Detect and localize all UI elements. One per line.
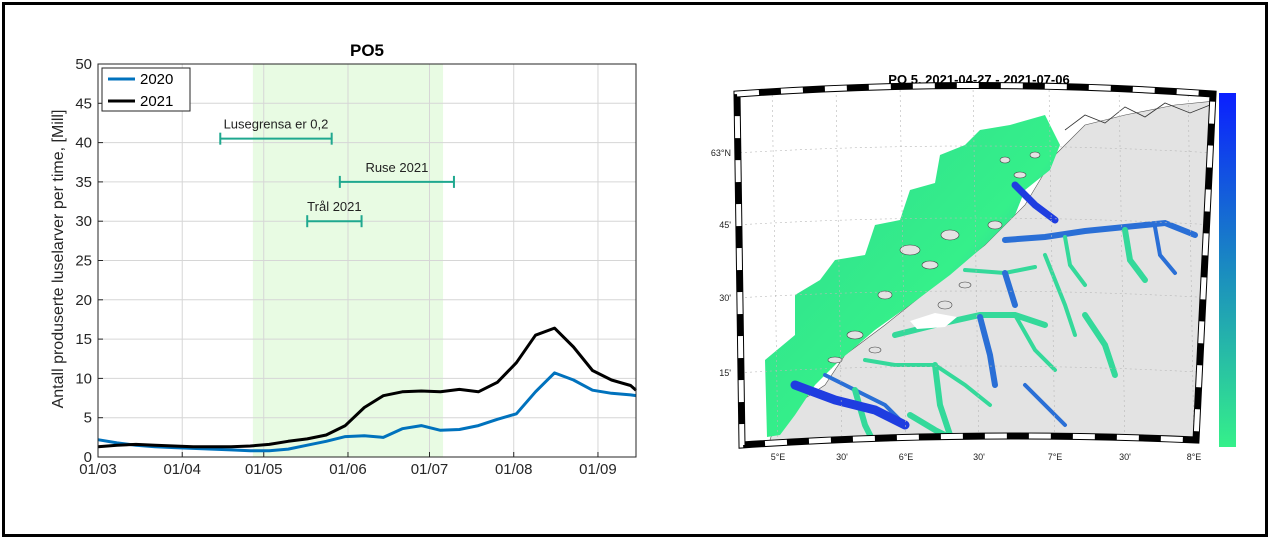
longitude-label: 30' <box>836 452 848 462</box>
y-tick-label: 20 <box>75 292 92 309</box>
interval-label: Lusegrensa er 0,2 <box>224 117 329 132</box>
longitude-label: 8°E <box>1187 452 1202 462</box>
longitude-labels: 5°E 30' 6°E 30' 7°E 30' 8°E <box>771 452 1202 462</box>
chart-title: PO5 <box>350 41 384 60</box>
figure-frame: PO5 Antall produserte luselarver per tim… <box>2 2 1268 537</box>
y-tick-label: 45 <box>75 95 92 112</box>
island <box>1030 152 1040 158</box>
heatmap-map-po5: PO 5, 2021-04-27 - 2021-07-06 5°E 30' 6°E 3… <box>711 72 1236 462</box>
island <box>1014 172 1026 178</box>
island <box>828 357 842 363</box>
x-tick-label: 01/06 <box>329 461 367 478</box>
island <box>869 347 881 353</box>
x-tick-label: 01/08 <box>495 461 533 478</box>
x-tick-label: 01/09 <box>579 461 617 478</box>
longitude-label: 7°E <box>1048 452 1063 462</box>
map-area <box>725 75 1225 455</box>
latitude-label: 45' <box>719 220 731 230</box>
line-chart-po5: PO5 Antall produserte luselarver per tim… <box>50 41 636 478</box>
y-tick-label: 40 <box>75 135 92 152</box>
x-tick-label: 01/07 <box>411 461 449 478</box>
island <box>941 230 959 240</box>
x-tick-label: 01/03 <box>79 461 117 478</box>
island <box>959 282 971 288</box>
y-tick-label: 35 <box>75 174 92 191</box>
interval-label: Ruse 2021 <box>365 160 428 175</box>
y-tick-label: 30 <box>75 213 92 230</box>
longitude-label: 30' <box>973 452 985 462</box>
longitude-label: 30' <box>1119 452 1131 462</box>
y-tick-label: 25 <box>75 253 92 270</box>
colorbar <box>1219 93 1236 447</box>
y-tick-label: 50 <box>75 56 92 73</box>
x-tick-label: 01/04 <box>163 461 201 478</box>
latitude-label: 15' <box>719 368 731 378</box>
y-tick-label: 5 <box>84 410 92 427</box>
island <box>1000 157 1010 163</box>
latitude-label: 30' <box>719 293 731 303</box>
latitude-label: 63°N <box>711 148 731 158</box>
island <box>922 261 938 269</box>
island <box>988 221 1002 229</box>
legend-label-2020: 2020 <box>140 71 173 88</box>
interval-label: Trål 2021 <box>307 199 361 214</box>
y-tick-label: 15 <box>75 331 92 348</box>
figure-canvas: PO5 Antall produserte luselarver per tim… <box>5 5 1265 534</box>
island <box>938 301 952 309</box>
x-ticks: 01/03 01/04 01/05 01/06 01/07 01/08 01/09 <box>79 452 617 478</box>
latitude-labels: 63°N 45' 30' 15' <box>711 148 731 378</box>
legend-label-2021: 2021 <box>140 93 173 110</box>
y-axis-label: Antall produserte luselarver per time, [… <box>50 110 67 409</box>
island <box>847 331 863 339</box>
legend: 2020 2021 <box>102 68 190 111</box>
longitude-label: 6°E <box>899 452 914 462</box>
x-tick-label: 01/05 <box>245 461 283 478</box>
y-tick-label: 10 <box>75 370 92 387</box>
longitude-label: 5°E <box>771 452 786 462</box>
